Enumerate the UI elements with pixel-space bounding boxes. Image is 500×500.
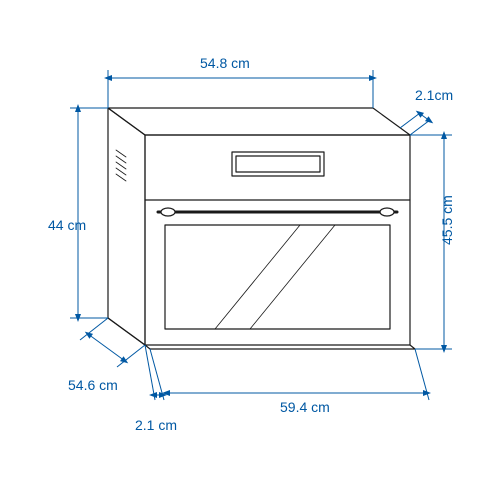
- dim-left-height: 44 cm: [48, 108, 108, 318]
- dim-label-left-height: 44 cm: [48, 217, 86, 233]
- dim-label-bfw: 59.4 cm: [280, 399, 330, 415]
- oven-outline: [108, 108, 415, 349]
- dim-label-right-height: 45.5 cm: [439, 195, 455, 245]
- dim-top-width: 54.8 cm: [108, 55, 373, 108]
- dim-right-height: 45.5 cm: [410, 135, 455, 349]
- dim-top-right-depth: 2.1cm: [400, 87, 453, 135]
- oven-dimension-diagram: 54.8 cm 2.1cm 44 cm 45.5 cm: [0, 0, 500, 500]
- dim-label-top-width: 54.8 cm: [200, 55, 250, 71]
- dim-label-top-right: 2.1cm: [415, 87, 453, 103]
- dim-bottom-left-depth: 54.6 cm: [68, 318, 145, 393]
- dim-bottom-inset: 2.1 cm: [135, 345, 177, 433]
- dimension-annotations: 54.8 cm 2.1cm 44 cm 45.5 cm: [48, 55, 455, 433]
- dim-bottom-front-width: 59.4 cm: [150, 349, 429, 415]
- dim-label-binset: 2.1 cm: [135, 417, 177, 433]
- dim-label-bl-depth: 54.6 cm: [68, 377, 118, 393]
